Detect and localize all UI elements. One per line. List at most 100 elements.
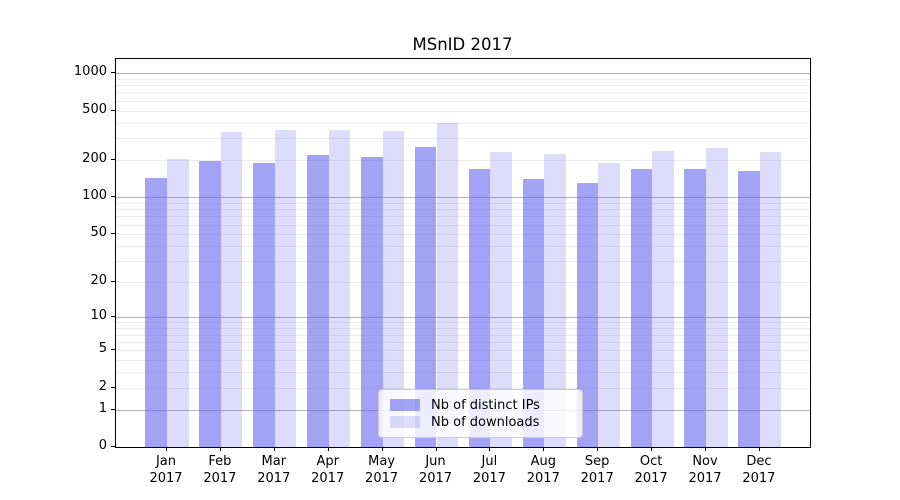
gridline-major (116, 197, 810, 199)
y-tick-label: 20 (90, 273, 107, 289)
y-axis-tick (111, 316, 115, 318)
chart-title: MSnID 2017 (412, 35, 513, 54)
legend-label-distinct-ips: Nb of distinct IPs (431, 397, 540, 413)
gridline-minor (116, 138, 810, 140)
gridline-minor (116, 110, 810, 112)
y-tick-label: 5 (98, 341, 107, 356)
x-tick-year: 2017 (688, 471, 722, 486)
bar-distinct-ips-aug (522, 179, 545, 447)
x-tick-month: Sep (584, 454, 610, 469)
bar-downloads-mar (274, 129, 297, 447)
y-axis-tick (111, 408, 115, 410)
x-tick-month: Jul (481, 454, 498, 469)
y-tick-label: 1000 (73, 64, 107, 80)
gridline-minor (116, 261, 810, 263)
x-tick-label: Aug 2017 (511, 453, 575, 487)
gridline-minor (116, 92, 810, 94)
bar-downloads-sep (598, 162, 620, 447)
legend-item-distinct-ips: Nb of distinct IPs (390, 397, 571, 413)
bar-distinct-ips-sep (576, 182, 599, 447)
x-tick-year: 2017 (149, 471, 183, 486)
x-tick-label: Sep 2017 (565, 453, 629, 487)
x-tick-label: Oct 2017 (619, 453, 683, 487)
gridline-minor (116, 224, 810, 226)
y-tick-label: 10 (90, 308, 107, 324)
x-tick-month: Dec (746, 454, 772, 469)
x-axis-tick (543, 447, 545, 451)
legend: Nb of distinct IPs Nb of downloads (378, 389, 583, 438)
bar-distinct-ips-mar (253, 163, 275, 447)
bar-downloads-oct (652, 151, 674, 447)
gridline-minor (116, 209, 810, 211)
gridline-minor (116, 282, 810, 284)
bar-distinct-ips-jul (468, 169, 491, 447)
x-tick-month: Aug (530, 454, 556, 469)
x-axis-tick (273, 447, 275, 451)
gridline-major (116, 73, 810, 75)
x-axis-tick (758, 447, 760, 451)
bar-distinct-ips-may (361, 157, 383, 447)
bar-distinct-ips-oct (630, 168, 653, 447)
y-axis-tick (111, 233, 115, 235)
bar-downloads-aug (544, 153, 566, 447)
x-tick-label: Jul 2017 (457, 453, 521, 487)
x-tick-month: Feb (208, 454, 232, 469)
x-tick-year: 2017 (634, 471, 668, 486)
x-tick-month: Nov (692, 454, 718, 469)
gridline-minor (116, 78, 810, 80)
gridline-minor (116, 359, 810, 361)
bar-distinct-ips-nov (684, 169, 706, 447)
gridline-minor (116, 372, 810, 373)
y-tick-label: 500 (82, 101, 107, 117)
y-axis-tick (111, 72, 115, 74)
gridline-minor (116, 341, 810, 343)
y-axis-tick (111, 386, 115, 388)
x-tick-month: Apr (316, 454, 339, 469)
x-axis-tick (166, 447, 167, 451)
bar-downloads-jun (436, 123, 459, 447)
gridline-minor (116, 387, 810, 389)
x-tick-label: May 2017 (350, 453, 414, 487)
x-tick-year: 2017 (203, 471, 237, 486)
x-tick-label: Mar 2017 (242, 453, 306, 487)
x-tick-year: 2017 (418, 471, 453, 486)
y-tick-label: 100 (82, 188, 107, 204)
x-tick-month: May (368, 454, 396, 469)
y-tick-label: 2 (98, 378, 107, 394)
x-tick-year: 2017 (311, 471, 345, 486)
bar-downloads-may (382, 131, 405, 447)
x-tick-label: Apr 2017 (296, 453, 360, 487)
gridline-minor (116, 234, 810, 236)
y-tick-label: 1 (98, 400, 107, 416)
gridline-minor (116, 322, 810, 324)
y-axis-tick (111, 196, 115, 198)
bar-distinct-ips-jun (414, 146, 437, 447)
bar-downloads-jul (490, 152, 512, 447)
gridline-minor (116, 328, 810, 330)
x-axis-tick (327, 447, 329, 451)
x-tick-month: Jun (425, 454, 446, 469)
x-axis-tick (489, 447, 491, 451)
gridline-minor (116, 202, 810, 204)
legend-label-downloads: Nb of downloads (431, 414, 540, 430)
x-tick-month: Oct (639, 454, 663, 469)
y-axis-tick (111, 109, 115, 111)
bar-downloads-feb (220, 132, 243, 447)
x-axis-tick (381, 447, 383, 451)
legend-item-downloads: Nb of downloads (390, 414, 571, 430)
x-tick-year: 2017 (365, 471, 399, 486)
x-tick-year: 2017 (257, 471, 291, 486)
x-axis-tick (219, 447, 221, 451)
x-tick-label: Nov 2017 (673, 453, 737, 487)
gridline-minor (116, 246, 810, 247)
legend-swatch-downloads (390, 416, 420, 428)
x-tick-year: 2017 (526, 471, 560, 486)
bar-downloads-jan (167, 159, 189, 447)
x-tick-year: 2017 (580, 471, 614, 486)
x-tick-month: Jan (155, 454, 177, 469)
x-tick-month: Mar (261, 454, 287, 469)
gridline-minor (116, 334, 810, 336)
gridline-minor (116, 100, 810, 102)
bar-distinct-ips-jan (145, 178, 167, 447)
x-tick-label: Feb 2017 (188, 453, 252, 487)
